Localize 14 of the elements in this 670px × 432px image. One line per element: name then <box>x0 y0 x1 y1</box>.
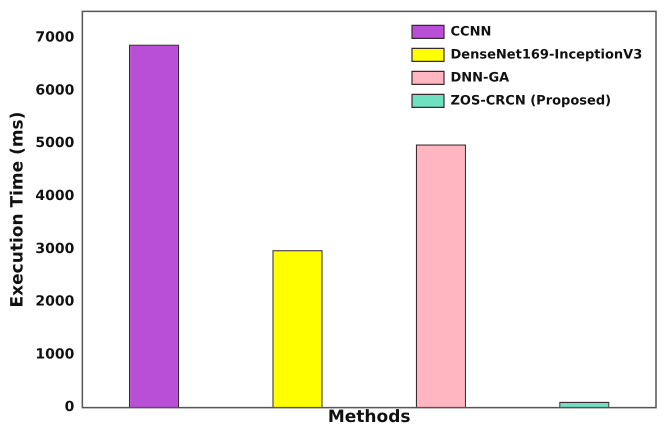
legend-label: CCNN <box>450 24 492 40</box>
y-tick-label: 4000 <box>35 188 75 204</box>
legend-label: DenseNet169-InceptionV3 <box>450 47 642 62</box>
y-tick-label: 2000 <box>35 294 75 310</box>
y-axis-title: Execution Time (ms) <box>8 112 28 308</box>
y-tick-label: 1000 <box>35 346 75 362</box>
y-tick-label: 0 <box>64 399 75 416</box>
x-axis-title: Methods <box>328 407 411 428</box>
legend-label: DNN-GA <box>450 70 510 86</box>
y-tick-label: 3000 <box>35 240 75 257</box>
y-tick-label: 5000 <box>35 135 75 152</box>
y-tick-label: 6000 <box>35 82 75 98</box>
y-tick-label: 7000 <box>35 29 75 46</box>
legend-label: ZOS-CRCN (Proposed) <box>450 93 612 108</box>
